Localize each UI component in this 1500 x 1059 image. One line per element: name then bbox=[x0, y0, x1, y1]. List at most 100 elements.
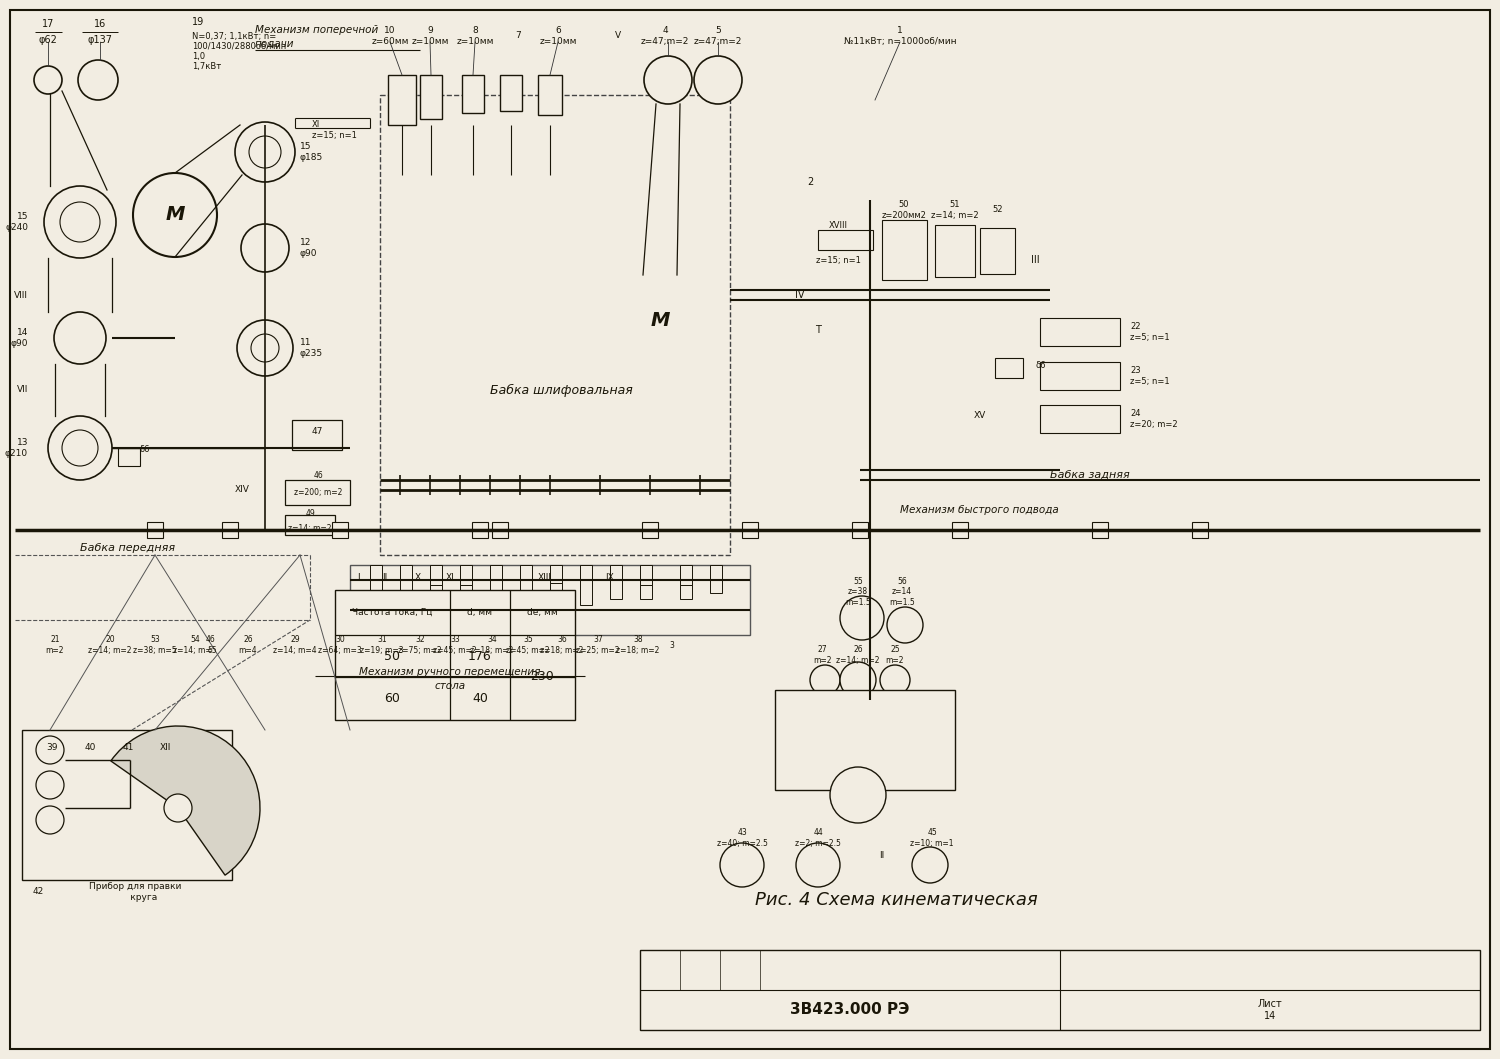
Bar bbox=[1092, 522, 1108, 538]
Text: 44
z=2; m=2.5: 44 z=2; m=2.5 bbox=[795, 828, 842, 847]
Bar bbox=[285, 515, 334, 535]
Bar bbox=[550, 566, 562, 584]
Bar bbox=[580, 579, 592, 605]
Text: 1,0: 1,0 bbox=[192, 52, 206, 60]
Bar bbox=[1040, 318, 1120, 346]
Text: Прибор для правки
      круга: Прибор для правки круга bbox=[88, 882, 182, 901]
Text: 37
z=25; m=2: 37 z=25; m=2 bbox=[576, 635, 620, 654]
Text: 5
z=47;m=2: 5 z=47;m=2 bbox=[694, 26, 742, 46]
Circle shape bbox=[34, 66, 62, 94]
Bar bbox=[742, 522, 758, 538]
Text: d, мм: d, мм bbox=[468, 608, 492, 616]
Bar bbox=[934, 225, 975, 277]
Bar bbox=[818, 230, 873, 250]
Circle shape bbox=[251, 334, 279, 362]
Text: 46: 46 bbox=[314, 471, 322, 480]
Circle shape bbox=[134, 173, 218, 257]
Circle shape bbox=[840, 662, 876, 698]
Text: Бабка шлифовальная: Бабка шлифовальная bbox=[490, 383, 633, 396]
Bar bbox=[490, 591, 502, 605]
Bar bbox=[430, 566, 442, 585]
Text: Частота тока, Гц: Частота тока, Гц bbox=[352, 608, 432, 616]
Circle shape bbox=[644, 56, 692, 104]
Bar bbox=[852, 522, 868, 538]
Bar bbox=[952, 522, 968, 538]
Bar bbox=[400, 579, 412, 602]
Text: z=15; n=1: z=15; n=1 bbox=[816, 255, 861, 265]
Text: 39: 39 bbox=[46, 743, 57, 753]
Text: XIII: XIII bbox=[538, 573, 552, 581]
Text: Бабка задняя: Бабка задняя bbox=[1050, 470, 1130, 480]
Text: IX: IX bbox=[606, 573, 615, 581]
Bar bbox=[710, 566, 722, 579]
Bar bbox=[292, 420, 342, 450]
Text: Механизм ручного перемещения: Механизм ручного перемещения bbox=[360, 667, 540, 677]
Bar bbox=[420, 75, 442, 119]
Bar bbox=[500, 75, 522, 111]
Text: 1
№11кВт; n=1000об/мин: 1 №11кВт; n=1000об/мин bbox=[843, 26, 957, 46]
Bar bbox=[642, 522, 658, 538]
Text: XI
z=15; n=1: XI z=15; n=1 bbox=[312, 121, 357, 140]
Bar bbox=[980, 228, 1016, 274]
Text: 25
m=2: 25 m=2 bbox=[885, 645, 904, 665]
Text: 100/1430/2880об/мин: 100/1430/2880об/мин bbox=[192, 41, 286, 51]
Bar bbox=[370, 579, 382, 607]
Text: 38
z=18; m=2: 38 z=18; m=2 bbox=[616, 635, 660, 654]
Bar bbox=[520, 566, 532, 591]
Text: XVIII: XVIII bbox=[828, 221, 848, 231]
Circle shape bbox=[54, 312, 106, 364]
Bar bbox=[22, 730, 233, 880]
Bar bbox=[550, 584, 562, 609]
Wedge shape bbox=[111, 726, 260, 875]
Text: 45
z=10; m=1: 45 z=10; m=1 bbox=[910, 828, 954, 847]
Circle shape bbox=[796, 843, 840, 887]
Bar bbox=[472, 522, 488, 538]
Text: X: X bbox=[416, 573, 422, 581]
Bar bbox=[1192, 522, 1208, 538]
Text: 3В423.000 РЭ: 3В423.000 РЭ bbox=[790, 1003, 909, 1018]
Bar bbox=[710, 579, 722, 593]
Text: N=0,37; 1,1кВт; n=: N=0,37; 1,1кВт; n= bbox=[192, 32, 276, 40]
Text: 26
m=4: 26 m=4 bbox=[238, 635, 258, 654]
Text: 12
φ90: 12 φ90 bbox=[300, 238, 318, 257]
Text: 29
z=14; m=4: 29 z=14; m=4 bbox=[273, 635, 316, 654]
Bar bbox=[580, 566, 592, 579]
Text: 7: 7 bbox=[514, 32, 520, 40]
Text: 46
δ: 46 δ bbox=[206, 635, 214, 654]
Bar bbox=[460, 585, 472, 599]
Text: 2: 2 bbox=[807, 177, 813, 187]
Bar bbox=[520, 591, 532, 609]
Text: 50
z=200мм2: 50 z=200мм2 bbox=[882, 200, 927, 219]
Text: 16: 16 bbox=[94, 19, 106, 29]
Bar bbox=[640, 585, 652, 599]
Text: Бабка передняя: Бабка передняя bbox=[80, 543, 176, 553]
Text: z=200; m=2: z=200; m=2 bbox=[294, 487, 342, 497]
Circle shape bbox=[237, 320, 292, 376]
Text: М: М bbox=[651, 310, 669, 329]
Bar bbox=[370, 566, 382, 579]
Bar bbox=[462, 75, 484, 113]
Bar bbox=[147, 522, 164, 538]
Circle shape bbox=[880, 665, 910, 695]
Text: 42: 42 bbox=[33, 887, 44, 897]
Text: III: III bbox=[1030, 255, 1039, 265]
Text: 32
z=75; m=2: 32 z=75; m=2 bbox=[398, 635, 442, 654]
Bar bbox=[680, 585, 692, 599]
Circle shape bbox=[720, 843, 764, 887]
Circle shape bbox=[830, 767, 886, 823]
Circle shape bbox=[78, 60, 118, 100]
Bar bbox=[1040, 405, 1120, 433]
Text: IV: IV bbox=[795, 290, 804, 300]
Bar bbox=[538, 75, 562, 115]
Text: II: II bbox=[382, 573, 387, 581]
Text: 43
z=40; m=2.5: 43 z=40; m=2.5 bbox=[717, 828, 768, 847]
Text: М: М bbox=[165, 205, 184, 225]
Text: 34
z=18; m=2: 34 z=18; m=2 bbox=[471, 635, 513, 654]
Text: 51
z=14; m=2: 51 z=14; m=2 bbox=[932, 200, 980, 219]
Circle shape bbox=[62, 430, 98, 466]
Text: 22
z=5; n=1: 22 z=5; n=1 bbox=[1130, 322, 1170, 342]
Text: 230: 230 bbox=[530, 670, 554, 683]
Text: 20
z=14; m=2: 20 z=14; m=2 bbox=[88, 635, 132, 654]
Text: XV: XV bbox=[974, 411, 986, 419]
Text: 41: 41 bbox=[123, 743, 134, 753]
